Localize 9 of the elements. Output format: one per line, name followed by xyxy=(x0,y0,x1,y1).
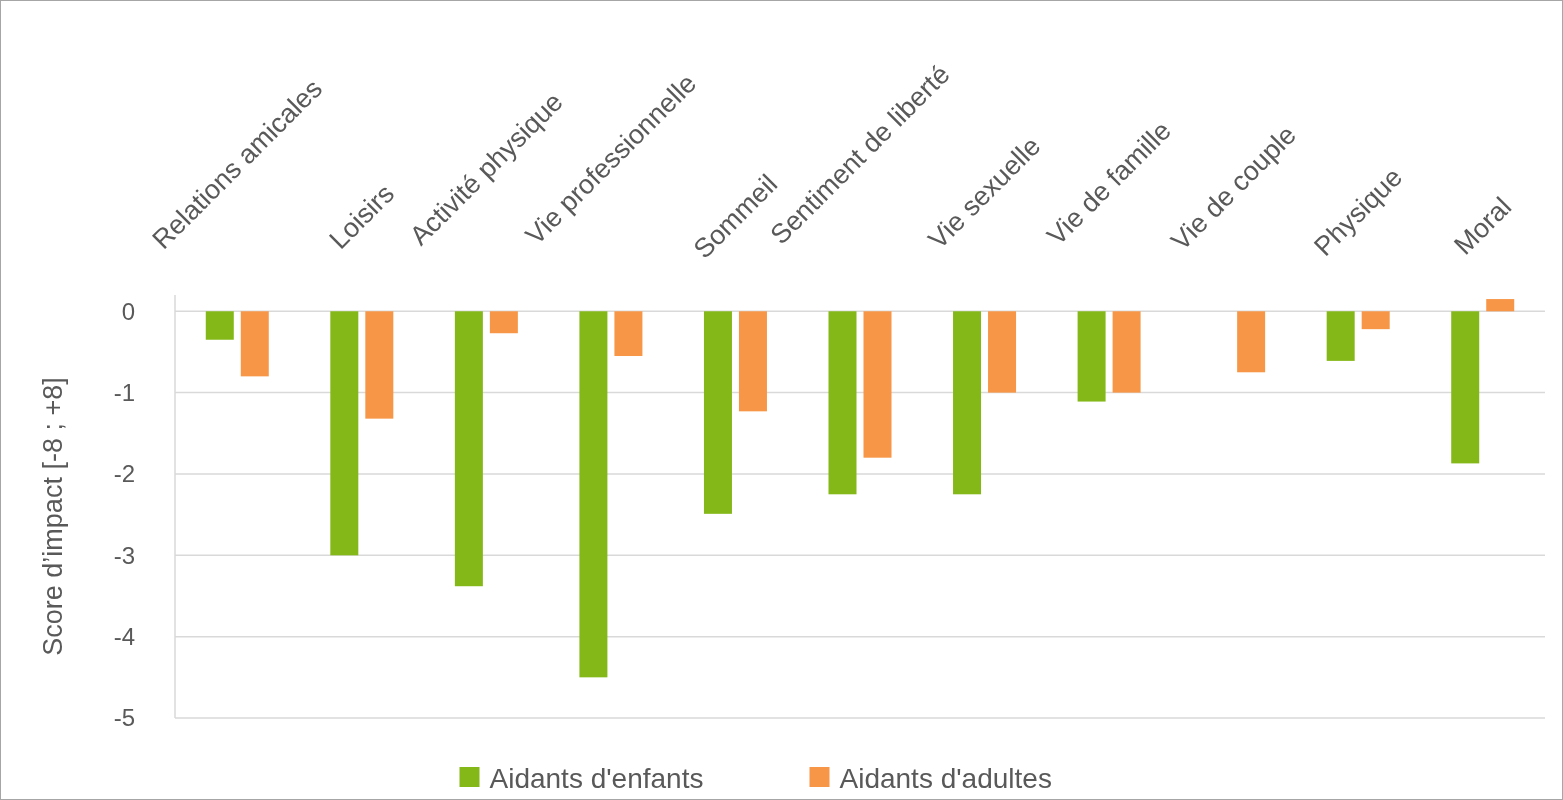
y-tick-label: 0 xyxy=(121,297,135,325)
y-tick-label: -3 xyxy=(113,541,135,569)
y-tick-label: -1 xyxy=(113,379,135,407)
y-tick-label: -4 xyxy=(113,623,135,651)
legend-label: Aidants d'enfants xyxy=(489,762,704,794)
y-tick-label: -2 xyxy=(113,460,135,488)
legend-label: Aidants d'adultes xyxy=(839,762,1052,794)
y-tick-label: -5 xyxy=(113,704,135,732)
y-axis-title: Score d’impact [-8 ; +8] xyxy=(38,377,68,656)
